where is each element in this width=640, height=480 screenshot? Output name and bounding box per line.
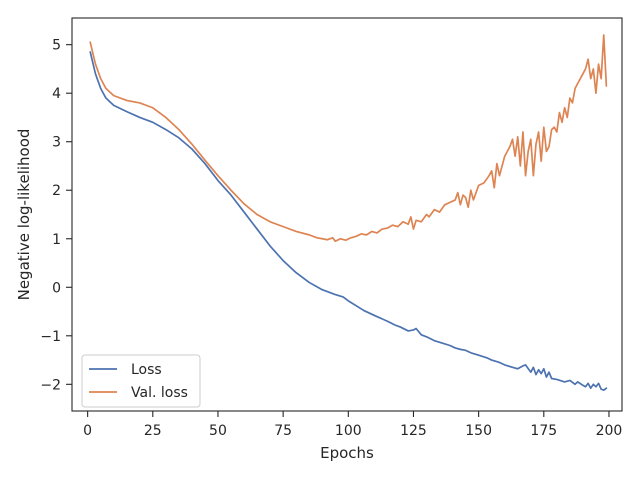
x-tick-label: 175 (530, 423, 557, 439)
series-line-val-loss (89, 34, 608, 243)
legend: Loss Val. loss (81, 354, 201, 408)
legend-box (81, 354, 201, 408)
x-axis: 0 25 50 75 100 125 150 175 200 (83, 411, 622, 439)
x-axis-label: Epochs (320, 444, 374, 462)
x-tick-label: 100 (335, 423, 362, 439)
x-tick-label: 75 (274, 423, 292, 439)
y-tick-label: 5 (52, 38, 61, 54)
y-axis: −2 −1 0 1 2 3 4 5 (40, 38, 72, 393)
series-lines (89, 34, 608, 391)
y-tick-label: −2 (40, 377, 61, 393)
y-tick-label: 1 (52, 232, 61, 248)
x-tick-label: 125 (400, 423, 427, 439)
legend-label-loss: Loss (131, 362, 162, 378)
y-tick-label: 0 (52, 280, 61, 296)
x-tick-label: 25 (144, 423, 162, 439)
plot-area (71, 17, 623, 412)
y-tick-label: 2 (52, 183, 61, 199)
legend-label-val-loss: Val. loss (131, 385, 188, 401)
x-tick-label: 50 (209, 423, 227, 439)
y-tick-label: 3 (52, 135, 61, 151)
x-tick-label: 200 (596, 423, 623, 439)
x-tick-label: 150 (465, 423, 492, 439)
y-tick-label: 4 (52, 86, 61, 102)
series-line-loss (89, 51, 608, 391)
y-tick-label: −1 (40, 329, 61, 345)
x-tick-label: 0 (83, 423, 92, 439)
y-axis-label: Negative log-likelihood (15, 129, 33, 301)
